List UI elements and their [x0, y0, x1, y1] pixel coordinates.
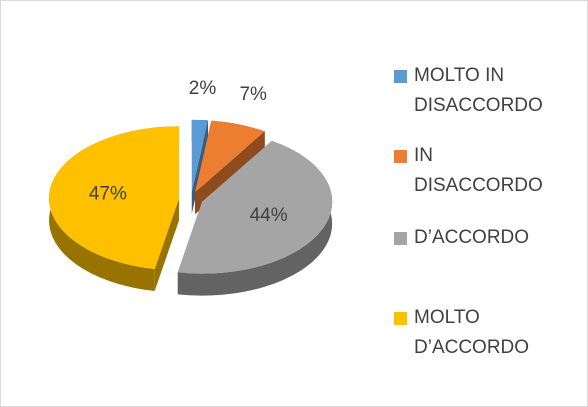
legend-item: MOLTO D’ACCORDO	[394, 303, 574, 363]
legend-label: D’ACCORDO	[414, 227, 530, 248]
pie-slice	[177, 140, 333, 296]
legend-swatch	[394, 232, 407, 245]
legend-item: MOLTO IN DISACCORDO	[394, 61, 574, 121]
slice-top	[191, 119, 209, 192]
legend-item: IN DISACCORDO	[394, 141, 574, 201]
pie-slice	[49, 126, 180, 292]
pie-chart: 2% 7% 44% 47%	[49, 78, 333, 296]
slice-top	[49, 126, 180, 270]
data-label: 44%	[250, 205, 288, 226]
legend-swatch	[394, 312, 407, 325]
legend-label: MOLTO D’ACCORDO	[414, 307, 530, 358]
slice-top	[177, 140, 333, 274]
slice-side	[177, 140, 333, 296]
legend-label: IN DISACCORDO	[414, 145, 543, 196]
data-label: 7%	[239, 84, 267, 105]
legend-swatch	[394, 150, 407, 163]
legend-label: MOLTO IN DISACCORDO	[414, 65, 543, 116]
legend-swatch	[394, 70, 407, 83]
slice-top	[195, 120, 265, 193]
data-label: 47%	[89, 184, 127, 205]
slice-side	[154, 198, 180, 292]
data-label: 2%	[189, 78, 217, 99]
legend-item: D’ACCORDO	[394, 223, 574, 253]
